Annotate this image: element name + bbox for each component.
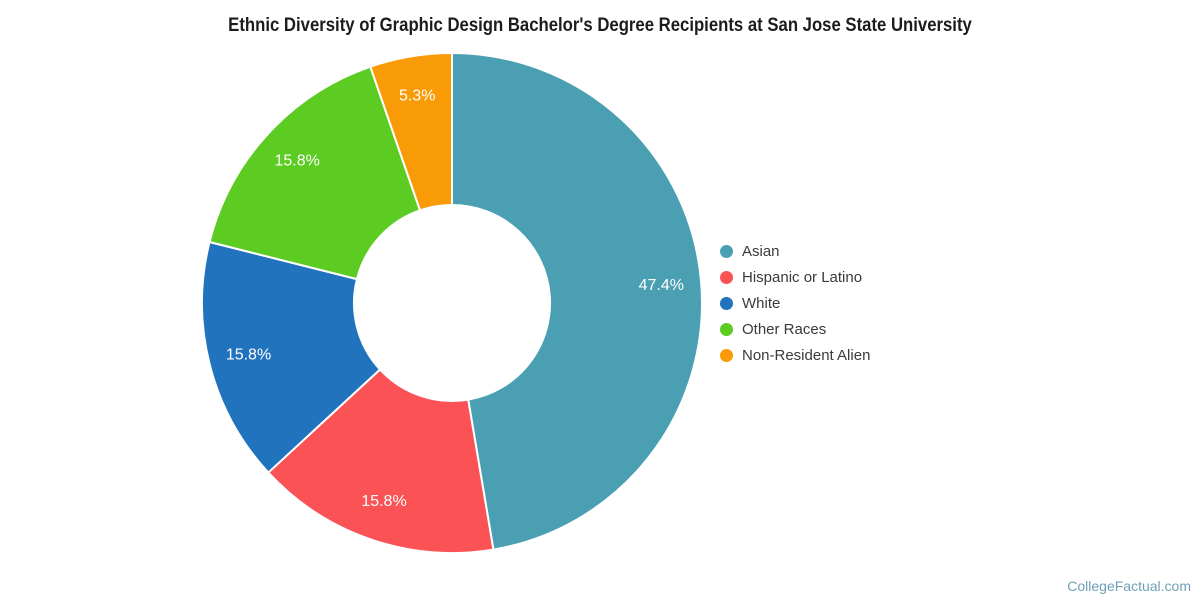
chart-title: Ethnic Diversity of Graphic Design Bache… bbox=[228, 15, 972, 36]
legend-marker-icon bbox=[720, 348, 733, 362]
pie-slice-asian[interactable] bbox=[451, 52, 703, 551]
slice-label-non-resident-alien: 5.3% bbox=[399, 87, 435, 104]
pie-slice-hispanic-or-latino[interactable] bbox=[267, 368, 495, 554]
slice-label-other-races: 15.8% bbox=[275, 153, 320, 170]
pie-slice-non-resident-alien[interactable] bbox=[369, 52, 453, 212]
legend-item-non-resident-alien[interactable]: Non-Resident Alien bbox=[720, 342, 870, 368]
legend-label: Asian bbox=[742, 242, 780, 260]
legend-marker-icon bbox=[720, 296, 733, 310]
legend-label: Non-Resident Alien bbox=[742, 346, 871, 364]
legend-label: Other Races bbox=[742, 320, 827, 338]
legend-marker-icon bbox=[720, 270, 733, 284]
watermark-link[interactable]: CollegeFactual.com bbox=[1067, 578, 1191, 594]
legend-item-white[interactable]: White bbox=[720, 290, 870, 316]
pie-slice-white[interactable] bbox=[201, 241, 381, 474]
legend-item-other-races[interactable]: Other Races bbox=[720, 316, 870, 342]
legend-marker-icon bbox=[720, 244, 733, 258]
legend-label: White bbox=[742, 294, 781, 312]
legend-label: Hispanic or Latino bbox=[742, 268, 863, 286]
pie-slice-other-races[interactable] bbox=[208, 65, 421, 281]
legend-marker-icon bbox=[720, 322, 733, 336]
slice-label-white: 15.8% bbox=[226, 346, 271, 363]
slice-label-asian: 47.4% bbox=[639, 277, 684, 294]
legend-item-hispanic-or-latino[interactable]: Hispanic or Latino bbox=[720, 264, 870, 290]
legend: Asian Hispanic or Latino White Other Races N… bbox=[720, 238, 870, 368]
slice-label-hispanic-or-latino: 15.8% bbox=[361, 493, 406, 510]
legend-item-asian[interactable]: Asian bbox=[720, 238, 870, 264]
